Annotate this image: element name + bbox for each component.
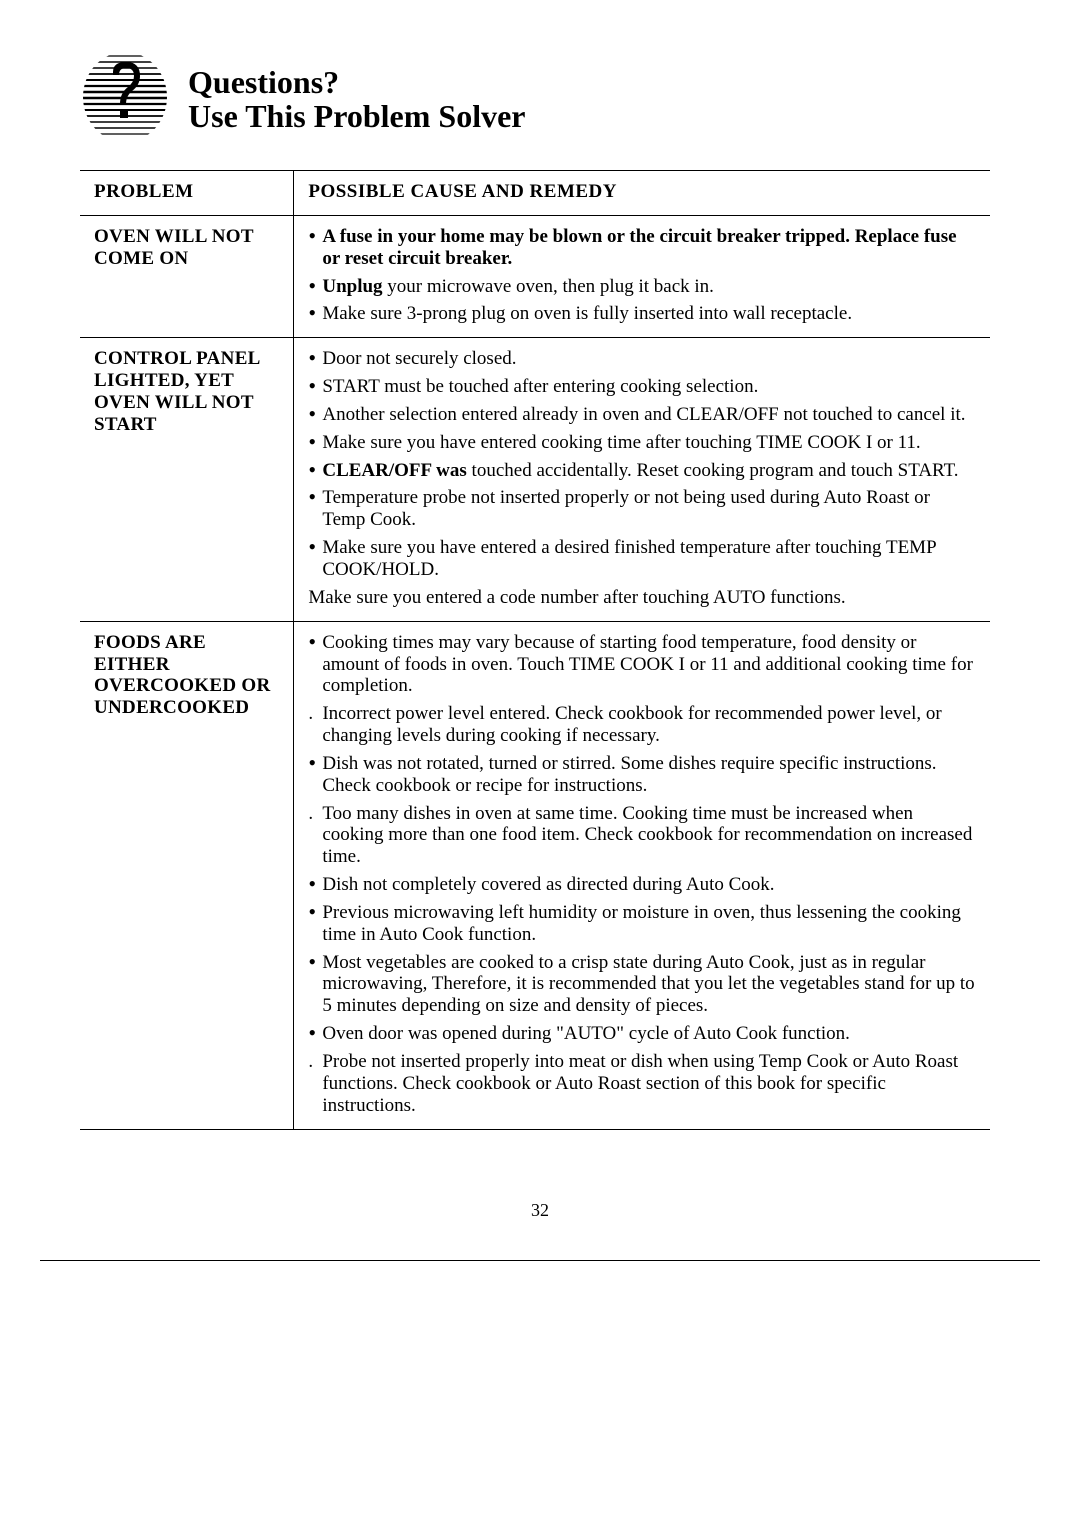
remedy-item: • Make sure you have entered cooking time… xyxy=(308,432,976,454)
bullet-icon: • xyxy=(308,409,316,419)
remedy-item: Make sure you entered a code number afte… xyxy=(308,587,976,609)
remedy-item: • Oven door was opened during "AUTO" cycl… xyxy=(308,1023,976,1045)
problem-cell: OVEN WILL NOT COME ON xyxy=(80,215,294,337)
bullet-icon: • xyxy=(308,353,316,363)
remedy-cell: • Door not securely closed. • START must be… xyxy=(294,338,990,621)
table-row: OVEN WILL NOT COME ON • A fuse in your hom… xyxy=(80,215,990,337)
header-line1: Questions? xyxy=(188,66,525,100)
bullet-icon: • xyxy=(308,957,316,967)
remedy-text: Unplug your microwave oven, then plug it… xyxy=(322,276,714,297)
bullet-icon: • xyxy=(308,281,316,291)
remedy-text: A fuse in your home may be blown or the … xyxy=(322,226,956,269)
remedy-text: Incorrect power level entered. Check coo… xyxy=(322,703,941,746)
remedy-item: • Dish was not rotated, turned or stirred… xyxy=(308,753,976,797)
remedy-text: Probe not inserted properly into meat or… xyxy=(322,1051,958,1116)
problem-cell: CONTROL PANEL LIGHTED, YET OVEN WILL NOT… xyxy=(80,338,294,621)
remedy-text: CLEAR/OFF was touched accidentally. Rese… xyxy=(322,460,958,481)
remedy-item: • Unplug your microwave oven, then plug i… xyxy=(308,276,976,298)
problem-label: OVEN WILL NOT COME ON xyxy=(94,226,279,270)
table-header-row: PROBLEM POSSIBLE CAUSE AND REMEDY xyxy=(80,171,990,216)
remedy-text: Too many dishes in oven at same time. Co… xyxy=(322,803,972,868)
table-body: OVEN WILL NOT COME ON • A fuse in your hom… xyxy=(80,215,990,1129)
remedy-text: Dish was not rotated, turned or stirred.… xyxy=(322,753,936,796)
bullet-icon: • xyxy=(308,879,316,889)
col-header-remedy: POSSIBLE CAUSE AND REMEDY xyxy=(294,171,990,216)
bullet-icon: • xyxy=(308,1028,316,1038)
bullet-icon: • xyxy=(308,437,316,447)
table-row: FOODS ARE EITHER OVERCOOKED OR UNDERCOOK… xyxy=(80,621,990,1129)
remedy-item: • Previous microwaving left humidity or m… xyxy=(308,902,976,946)
bullet-icon: • xyxy=(308,758,316,768)
bullet-icon: . xyxy=(308,803,313,825)
bullet-icon: • xyxy=(308,465,316,475)
remedy-cell: • Cooking times may vary because of start… xyxy=(294,621,990,1129)
remedy-text: Make sure you have entered a desired fin… xyxy=(322,537,936,580)
remedy-item: • Most vegetables are cooked to a crisp s… xyxy=(308,952,976,1018)
remedy-text: Make sure you have entered cooking time … xyxy=(322,432,920,453)
remedy-item: • CLEAR/OFF was touched accidentally. Res… xyxy=(308,460,976,482)
remedy-item: • START must be touched after entering co… xyxy=(308,376,976,398)
header-line2: Use This Problem Solver xyxy=(188,100,525,134)
remedy-item: • Cooking times may vary because of start… xyxy=(308,632,976,698)
remedy-text: Previous microwaving left humidity or mo… xyxy=(322,902,961,945)
remedy-text: Make sure 3-prong plug on oven is fully … xyxy=(322,303,852,324)
remedy-item: . Too many dishes in oven at same time. C… xyxy=(308,803,976,869)
header-title-block: Questions? Use This Problem Solver xyxy=(188,66,525,133)
remedy-item: • Dish not completely covered as directed… xyxy=(308,874,976,896)
question-mark-icon xyxy=(80,50,170,150)
remedy-item: • Temperature probe not inserted properly… xyxy=(308,487,976,531)
remedy-text: Another selection entered already in ove… xyxy=(322,404,965,425)
remedy-text: Dish not completely covered as directed … xyxy=(322,874,774,895)
remedy-list: • A fuse in your home may be blown or the… xyxy=(308,226,976,325)
remedy-item: • Door not securely closed. xyxy=(308,348,976,370)
remedy-item: • Another selection entered already in ov… xyxy=(308,404,976,426)
bullet-icon: • xyxy=(308,542,316,552)
remedy-list: • Cooking times may vary because of start… xyxy=(308,632,976,1117)
remedy-item: • A fuse in your home may be blown or the… xyxy=(308,226,976,270)
remedy-text: Most vegetables are cooked to a crisp st… xyxy=(322,952,974,1017)
table-row: CONTROL PANEL LIGHTED, YET OVEN WILL NOT… xyxy=(80,338,990,621)
col-header-problem: PROBLEM xyxy=(80,171,294,216)
problem-label: FOODS ARE EITHER OVERCOOKED OR UNDERCOOK… xyxy=(94,632,279,719)
bullet-icon: • xyxy=(308,381,316,391)
bullet-icon: • xyxy=(308,907,316,917)
bullet-icon: . xyxy=(308,1051,313,1073)
remedy-text: Oven door was opened during "AUTO" cycle… xyxy=(322,1023,850,1044)
bullet-icon: . xyxy=(308,703,313,725)
problem-solver-table: PROBLEM POSSIBLE CAUSE AND REMEDY OVEN W… xyxy=(80,170,990,1130)
remedy-text: Temperature probe not inserted properly … xyxy=(322,487,930,530)
bullet-icon: • xyxy=(308,637,316,647)
remedy-item: . Incorrect power level entered. Check co… xyxy=(308,703,976,747)
problem-cell: FOODS ARE EITHER OVERCOOKED OR UNDERCOOK… xyxy=(80,621,294,1129)
remedy-list: • Door not securely closed. • START must be… xyxy=(308,348,976,608)
bullet-icon: • xyxy=(308,231,316,241)
bullet-icon: • xyxy=(308,308,316,318)
remedy-cell: • A fuse in your home may be blown or the… xyxy=(294,215,990,337)
remedy-text: Door not securely closed. xyxy=(322,348,516,369)
footer-rule xyxy=(40,1260,1040,1261)
remedy-item: • Make sure 3-prong plug on oven is fully… xyxy=(308,303,976,325)
bullet-icon: • xyxy=(308,492,316,502)
remedy-item: • Make sure you have entered a desired fi… xyxy=(308,537,976,581)
problem-label: CONTROL PANEL LIGHTED, YET OVEN WILL NOT… xyxy=(94,348,279,435)
remedy-item: . Probe not inserted properly into meat o… xyxy=(308,1051,976,1117)
remedy-text: START must be touched after entering coo… xyxy=(322,376,758,397)
remedy-text: Make sure you entered a code number afte… xyxy=(308,587,845,608)
page-header: Questions? Use This Problem Solver xyxy=(80,50,990,150)
remedy-text: Cooking times may vary because of starti… xyxy=(322,632,973,697)
page-number: 32 xyxy=(0,1200,1080,1221)
